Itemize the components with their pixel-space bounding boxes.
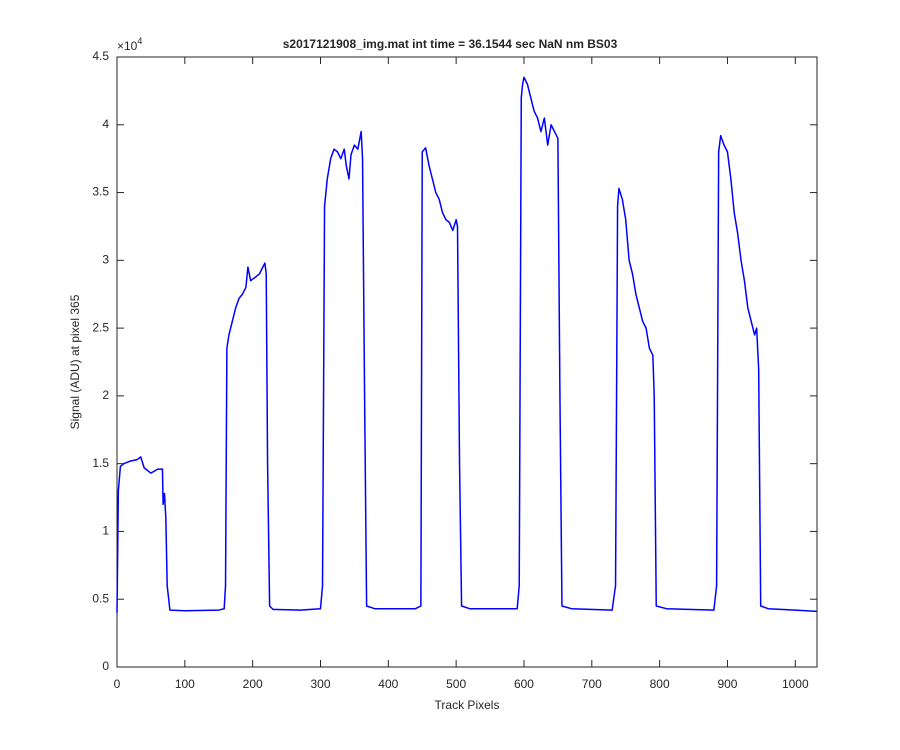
x-tick-label: 0	[114, 677, 121, 691]
x-tick-label: 200	[243, 677, 263, 691]
x-tick-label: 900	[717, 677, 737, 691]
y-tick-label: 0.5	[92, 591, 109, 605]
signal-line	[116, 76, 818, 613]
x-tick-label: 100	[175, 677, 195, 691]
plot-area	[116, 56, 818, 668]
x-tick-label: 300	[310, 677, 330, 691]
y-tick-label: 4	[102, 117, 109, 131]
x-tick-label: 700	[582, 677, 602, 691]
x-tick-label: 400	[378, 677, 398, 691]
y-tick-label: 3.5	[92, 185, 109, 199]
y-multiplier: ×104	[117, 36, 142, 53]
multiplier-base: ×10	[117, 39, 138, 53]
y-tick-label: 3	[102, 253, 109, 267]
x-tick-label: 1000	[782, 677, 809, 691]
y-tick-label: 0	[102, 659, 109, 673]
chart-title: s2017121908_img.mat int time = 36.1544 s…	[283, 37, 618, 51]
y-tick-label: 2.5	[92, 320, 109, 334]
x-tick-label: 800	[650, 677, 670, 691]
y-tick-label: 4.5	[92, 49, 109, 63]
y-tick-label: 1.5	[92, 456, 109, 470]
x-tick-label: 600	[514, 677, 534, 691]
y-tick-label: 1	[102, 524, 109, 538]
x-axis-label: Track Pixels	[435, 698, 500, 712]
x-tick-label: 500	[446, 677, 466, 691]
multiplier-exponent: 4	[137, 36, 142, 46]
y-axis-label: Signal (ADU) at pixel 365	[68, 294, 82, 429]
y-tick-label: 2	[102, 388, 109, 402]
